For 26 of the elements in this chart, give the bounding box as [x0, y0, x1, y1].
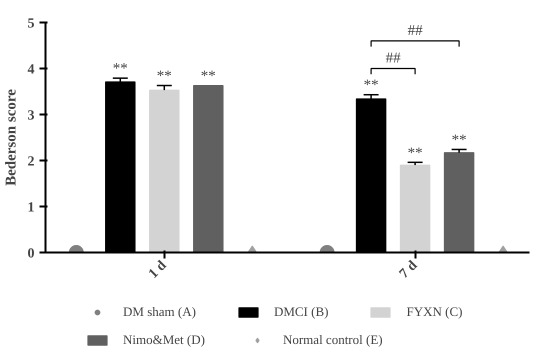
y-tick-label: 1	[28, 200, 34, 216]
annotation: **	[364, 78, 379, 94]
y-tick-label: 3	[28, 108, 34, 124]
annotation: **	[200, 68, 216, 85]
annotation: **	[156, 68, 172, 85]
y-tick-label: 5	[28, 16, 34, 32]
y-axis-title: Bederson score	[4, 88, 20, 186]
annotation: **	[452, 132, 467, 148]
legend-label: DMCI (B)	[274, 304, 328, 320]
annotation: ##	[408, 22, 424, 39]
bar	[149, 90, 180, 252]
legend-label: FYXN (C)	[406, 304, 462, 320]
annotation: **	[112, 61, 128, 78]
x-tick-label: 1 d	[146, 258, 170, 282]
x-tick-label: 7 d	[396, 258, 421, 282]
legend-label: DM sham (A)	[123, 304, 196, 320]
y-tick-label: 0	[28, 246, 34, 262]
bar	[193, 85, 224, 252]
y-tick-label: 2	[28, 154, 34, 170]
legend-label: Nimo&Met (D)	[123, 332, 205, 348]
y-tick-label: 4	[28, 62, 34, 78]
annotation: ##	[386, 50, 402, 66]
bar	[444, 152, 474, 252]
bar	[400, 164, 430, 252]
legend-label: Normal control (E)	[282, 332, 383, 348]
annotation: **	[408, 145, 423, 162]
